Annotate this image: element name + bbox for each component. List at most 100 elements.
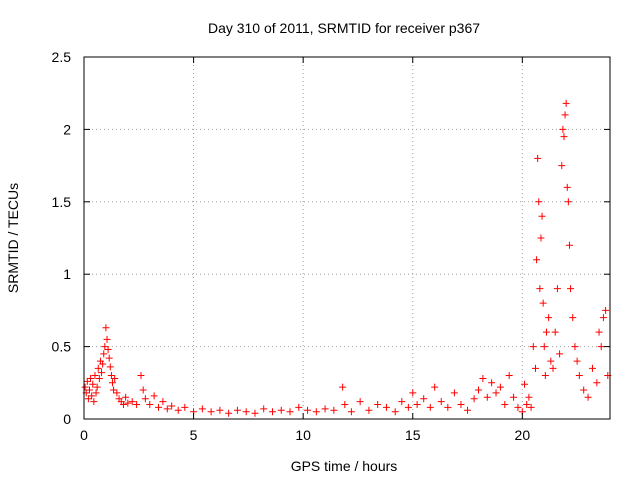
- data-point: [409, 389, 417, 397]
- data-point: [597, 343, 605, 351]
- data-point: [198, 405, 206, 413]
- y-tick-label: 0.5: [52, 339, 72, 355]
- data-point: [356, 398, 364, 406]
- data-point: [139, 386, 147, 394]
- data-point: [595, 328, 603, 336]
- data-point: [181, 403, 189, 411]
- data-point: [304, 406, 312, 414]
- y-tick-label: 1: [63, 266, 71, 282]
- data-point: [479, 374, 487, 382]
- data-point: [111, 374, 119, 382]
- data-point: [277, 406, 285, 414]
- data-point: [575, 372, 583, 380]
- y-tick-label: 2: [63, 121, 71, 137]
- data-point: [488, 379, 496, 387]
- x-tick-label: 15: [405, 427, 421, 443]
- data-point: [98, 369, 106, 377]
- data-point: [122, 393, 130, 401]
- data-point: [330, 406, 338, 414]
- data-point: [150, 392, 158, 400]
- data-point: [496, 383, 504, 391]
- data-point: [92, 389, 100, 397]
- data-point: [93, 383, 101, 391]
- data-point: [527, 403, 535, 411]
- data-point: [88, 392, 96, 400]
- data-point: [531, 364, 539, 372]
- data-point: [541, 372, 549, 380]
- data-point: [501, 401, 509, 409]
- data-point: [286, 408, 294, 416]
- data-point: [562, 99, 570, 107]
- data-point: [163, 405, 171, 413]
- data-point: [104, 345, 112, 353]
- data-point: [514, 403, 522, 411]
- data-points: [81, 99, 612, 417]
- data-point: [105, 354, 113, 362]
- data-point: [561, 111, 569, 119]
- data-point: [94, 364, 102, 372]
- data-point: [536, 285, 544, 293]
- data-point: [91, 372, 99, 380]
- data-point: [339, 383, 347, 391]
- data-point: [599, 314, 607, 322]
- axis-ticks: [83, 56, 610, 420]
- data-point: [312, 408, 320, 416]
- data-point: [584, 393, 592, 401]
- data-point: [580, 386, 588, 394]
- tick-labels: 0 5 10 15 20 0 0.5 1 1.5 2 2.5: [52, 49, 531, 443]
- data-point: [225, 409, 233, 417]
- data-point: [525, 393, 533, 401]
- data-point: [124, 399, 132, 407]
- data-point: [84, 395, 92, 403]
- plot-frame: [83, 56, 611, 420]
- data-point: [533, 256, 541, 264]
- data-point: [81, 383, 89, 391]
- data-point: [559, 125, 567, 133]
- data-point: [521, 380, 529, 388]
- data-point: [602, 306, 610, 314]
- data-point: [85, 386, 93, 394]
- data-point: [542, 328, 550, 336]
- data-point: [146, 401, 154, 409]
- data-point: [95, 374, 103, 382]
- data-point: [382, 403, 390, 411]
- data-point: [457, 401, 465, 409]
- data-point: [101, 343, 109, 351]
- data-point: [391, 408, 399, 416]
- data-point: [444, 403, 452, 411]
- data-point: [545, 314, 553, 322]
- data-point: [551, 328, 559, 336]
- data-point: [83, 377, 91, 385]
- data-point: [437, 398, 445, 406]
- data-point: [537, 234, 545, 242]
- x-tick-label: 0: [80, 427, 88, 443]
- data-point: [374, 401, 382, 409]
- data-point: [450, 389, 458, 397]
- data-point: [242, 408, 250, 416]
- data-point: [564, 198, 572, 206]
- data-point: [492, 389, 500, 397]
- data-point: [535, 198, 543, 206]
- data-point: [553, 285, 561, 293]
- data-point: [133, 401, 141, 409]
- data-point: [168, 402, 176, 410]
- data-point: [413, 401, 421, 409]
- data-point: [295, 403, 303, 411]
- data-point: [556, 350, 564, 358]
- data-point: [470, 395, 478, 403]
- data-point: [571, 343, 579, 351]
- data-point: [159, 398, 167, 406]
- chart-title: Day 310 of 2011, SRMTID for receiver p36…: [208, 20, 480, 36]
- data-point: [560, 133, 568, 141]
- data-point: [174, 406, 182, 414]
- data-point: [207, 408, 215, 416]
- data-point: [569, 314, 577, 322]
- x-axis-label: GPS time / hours: [291, 458, 398, 474]
- data-point: [268, 408, 276, 416]
- data-point: [216, 406, 224, 414]
- x-tick-label: 10: [295, 427, 311, 443]
- data-point: [538, 212, 546, 220]
- data-point: [113, 389, 121, 397]
- data-point: [137, 372, 145, 380]
